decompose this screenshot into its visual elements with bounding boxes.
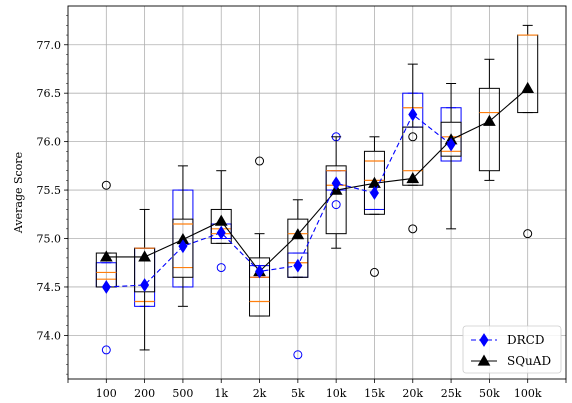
y-tick-label: 74.5 (37, 281, 62, 294)
x-tick-label: 1k (214, 387, 228, 400)
mean-marker-drcd (178, 239, 188, 254)
mean-marker-drcd (293, 258, 303, 273)
mean-marker-squad (521, 81, 535, 93)
axis-ticks: 74.0 74.5 75.0 75.5 76.0 76.5 77.0 100 200 500 1k 2… (37, 15, 567, 400)
outlier-point (369, 267, 379, 277)
plot-frame (67, 5, 567, 380)
outlier-point (216, 263, 226, 273)
mean-marker-drcd (140, 278, 150, 292)
mean-line-drcd (106, 113, 452, 288)
outlier-point (101, 345, 111, 355)
x-tick-label: 100 (96, 387, 117, 400)
outlier-point (523, 229, 533, 239)
x-tick-label: 25k (441, 387, 462, 400)
mean-marker-drcd (369, 186, 379, 200)
outlier-point (293, 350, 303, 360)
box-body (172, 218, 194, 278)
mean-marker-drcd (255, 264, 265, 279)
box-squad (478, 58, 500, 181)
mean-marker-drcd (331, 176, 341, 191)
x-tick-label: 100k (514, 387, 542, 400)
y-tick-label: 76.0 (37, 136, 62, 149)
legend-marker-drcd (479, 333, 489, 347)
outlier-point (331, 200, 341, 210)
box-body (440, 121, 462, 157)
box-squad (402, 63, 424, 234)
box-body (249, 257, 271, 317)
y-tick-label: 74.0 (37, 329, 62, 342)
mean-marker-drcd (408, 107, 418, 122)
x-tick-label: 200 (134, 387, 155, 400)
mean-marker-squad (483, 114, 496, 126)
mean-marker-drcd (101, 280, 111, 294)
legend-label-drcd: DRCD (507, 333, 544, 347)
x-tick-label: 15k (364, 387, 385, 400)
mean-marker-squad (214, 214, 228, 226)
box-squad (440, 83, 462, 230)
mean-marker-squad (291, 228, 305, 240)
box-body (363, 150, 385, 215)
mean-marker-drcd (446, 137, 456, 152)
x-tick-label: 20k (402, 387, 423, 400)
box-squad (325, 136, 347, 249)
mean-marker-squad (138, 250, 151, 262)
mean-marker-squad (406, 171, 420, 184)
grid (68, 6, 566, 379)
box-squad (249, 156, 271, 317)
x-tick-label: 500 (172, 387, 193, 400)
x-tick-label: 5k (291, 387, 305, 400)
outlier-point (408, 132, 418, 142)
x-tick-label: 2k (253, 387, 267, 400)
mean-marker-drcd (216, 225, 226, 240)
box-body (402, 126, 424, 186)
outlier-point (408, 224, 418, 234)
y-tick-label: 75.0 (37, 233, 62, 246)
mean-lines (99, 81, 535, 294)
mean-line-squad (106, 87, 529, 273)
box-body (325, 165, 347, 235)
mean-marker-squad (99, 250, 113, 262)
legend: DRCD SQuAD (462, 325, 562, 374)
boxes (95, 24, 539, 360)
y-axis-label: Average Score (12, 152, 25, 234)
box-body (287, 218, 309, 278)
legend-marker-squad (477, 354, 491, 366)
x-tick-label: 10k (326, 387, 347, 400)
box-squad (517, 24, 539, 239)
y-tick-label: 77.0 (37, 39, 62, 52)
box-squad (172, 165, 194, 307)
y-tick-label: 76.5 (37, 87, 62, 100)
x-tick-label: 50k (479, 387, 500, 400)
outlier-point (255, 156, 265, 166)
outlier-point (101, 180, 111, 190)
legend-label-squad: SQuAD (507, 354, 551, 368)
y-tick-label: 75.5 (37, 184, 62, 197)
box-body (478, 87, 500, 172)
